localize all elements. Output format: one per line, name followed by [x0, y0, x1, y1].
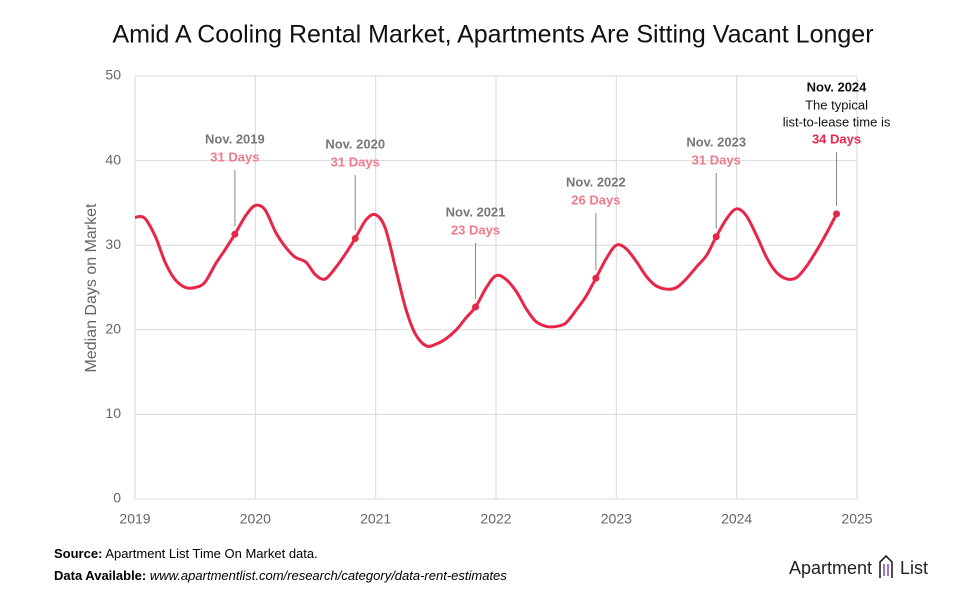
x-tick-label: 2022 — [480, 511, 511, 527]
logo-text: List — [900, 558, 928, 578]
chart-title: Amid A Cooling Rental Market, Apartments… — [112, 21, 873, 49]
y-tick-label: 30 — [105, 236, 121, 252]
y-tick-label: 50 — [105, 67, 121, 83]
data-label: Data Available: — [54, 568, 146, 583]
x-tick-label: 2021 — [360, 511, 391, 527]
y-tick-label: 20 — [105, 321, 121, 337]
point — [472, 303, 480, 311]
x-tick-label: 2023 — [601, 511, 632, 527]
annotation-label: 26 Days — [571, 192, 620, 207]
source: Apartment List Time On Market data. — [105, 546, 317, 561]
y-tick-label: 0 — [113, 490, 121, 506]
annotation-title: Nov. 2024 — [807, 79, 868, 94]
annotation-title: Nov. 2022 — [566, 174, 626, 189]
y-axis-label: Median Days on Market — [83, 203, 100, 373]
footer-data: Data Available: www.apartmentlist.com/re… — [54, 568, 507, 583]
annotation-label: 34 Days — [812, 131, 861, 146]
annotation-title: Nov. 2019 — [205, 131, 265, 146]
logo-text: Apartment — [789, 558, 872, 578]
y-tick-label: 40 — [105, 151, 121, 167]
annotation-text: The typical — [805, 97, 868, 112]
point — [592, 274, 600, 282]
y-tick-label: 10 — [105, 405, 121, 421]
annotation-label: 31 Days — [210, 149, 259, 164]
annotation-text: list-to-lease time is — [783, 114, 891, 129]
annotation-label: 31 Days — [331, 154, 380, 169]
point — [712, 233, 720, 241]
x-tick-label: 2020 — [240, 511, 271, 527]
footer-source: Source: Apartment List Time On Market da… — [54, 546, 318, 561]
x-tick-label: 2019 — [119, 511, 150, 527]
line — [134, 203, 838, 348]
point — [351, 234, 359, 242]
annotation-title: Nov. 2023 — [686, 134, 746, 149]
source-label: Source: — [54, 546, 102, 561]
x-tick-label: 2025 — [841, 511, 872, 527]
annotation-title: Nov. 2020 — [325, 136, 385, 151]
annotation-title: Nov. 2021 — [446, 204, 506, 219]
annotation-label: 23 Days — [451, 222, 500, 237]
point — [231, 230, 239, 238]
logo-icon — [879, 554, 893, 578]
data-url: www.apartmentlist.com/research/category/… — [150, 568, 507, 583]
point — [833, 210, 841, 218]
x-tick-label: 2024 — [721, 511, 752, 527]
annotation-label: 31 Days — [692, 152, 741, 167]
